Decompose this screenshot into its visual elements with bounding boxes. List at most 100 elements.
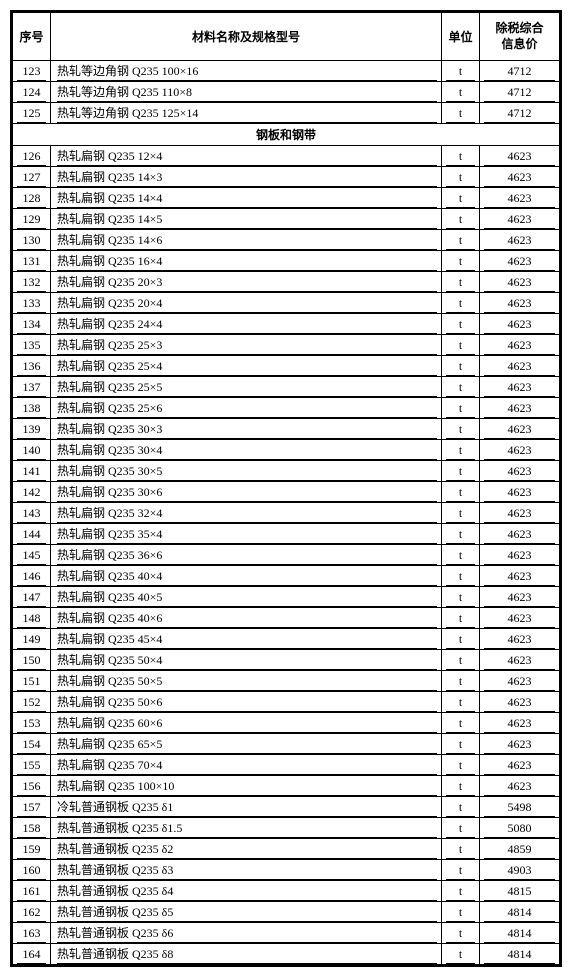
table-row: 158热轧普通钢板 Q235 δ1.5t5080 [13, 818, 560, 839]
cell-unit: t [442, 272, 480, 293]
cell-price: 4623 [480, 713, 560, 734]
cell-name: 热轧扁钢 Q235 16×4 [51, 251, 442, 272]
section-header-cell: 钢板和钢带 [13, 124, 560, 146]
table-row: 147热轧扁钢 Q235 40×5t4623 [13, 587, 560, 608]
header-price-line1: 除税综合 信息价 [495, 21, 543, 51]
cell-price: 4623 [480, 461, 560, 482]
table-row: 140热轧扁钢 Q235 30×4t4623 [13, 440, 560, 461]
cell-price: 4623 [480, 314, 560, 335]
table-row: 142热轧扁钢 Q235 30×6t4623 [13, 482, 560, 503]
table-row: 132热轧扁钢 Q235 20×3t4623 [13, 272, 560, 293]
cell-unit: t [442, 587, 480, 608]
cell-name: 热轧扁钢 Q235 40×5 [51, 587, 442, 608]
cell-seq: 152 [13, 692, 51, 713]
cell-unit: t [442, 61, 480, 82]
table-row: 124热轧等边角钢 Q235 110×8t4712 [13, 82, 560, 103]
cell-price: 4623 [480, 167, 560, 188]
header-price: 除税综合 信息价 [480, 13, 560, 61]
header-unit: 单位 [442, 13, 480, 61]
cell-unit: t [442, 734, 480, 755]
cell-price: 4623 [480, 398, 560, 419]
cell-unit: t [442, 545, 480, 566]
cell-price: 4623 [480, 629, 560, 650]
cell-price: 4623 [480, 293, 560, 314]
table-row: 164热轧普通钢板 Q235 δ8t4814 [13, 944, 560, 965]
table-row: 161热轧普通钢板 Q235 δ4t4815 [13, 881, 560, 902]
cell-seq: 131 [13, 251, 51, 272]
cell-unit: t [442, 671, 480, 692]
cell-unit: t [442, 419, 480, 440]
cell-seq: 155 [13, 755, 51, 776]
cell-unit: t [442, 923, 480, 944]
cell-seq: 139 [13, 419, 51, 440]
table-row: 128热轧扁钢 Q235 14×4t4623 [13, 188, 560, 209]
cell-seq: 126 [13, 146, 51, 167]
cell-price: 4623 [480, 419, 560, 440]
cell-seq: 150 [13, 650, 51, 671]
cell-seq: 151 [13, 671, 51, 692]
cell-price: 4623 [480, 272, 560, 293]
cell-unit: t [442, 902, 480, 923]
cell-seq: 141 [13, 461, 51, 482]
cell-name: 热轧普通钢板 Q235 δ5 [51, 902, 442, 923]
cell-seq: 161 [13, 881, 51, 902]
table-row: 163热轧普通钢板 Q235 δ6t4814 [13, 923, 560, 944]
cell-price: 5080 [480, 818, 560, 839]
cell-name: 热轧扁钢 Q235 50×6 [51, 692, 442, 713]
cell-seq: 158 [13, 818, 51, 839]
cell-price: 4623 [480, 587, 560, 608]
cell-price: 4623 [480, 671, 560, 692]
cell-seq: 123 [13, 61, 51, 82]
cell-unit: t [442, 818, 480, 839]
cell-name: 热轧等边角钢 Q235 110×8 [51, 82, 442, 103]
table-row: 141热轧扁钢 Q235 30×5t4623 [13, 461, 560, 482]
cell-name: 热轧扁钢 Q235 25×5 [51, 377, 442, 398]
table-body-after: 126热轧扁钢 Q235 12×4t4623127热轧扁钢 Q235 14×3t… [13, 146, 560, 965]
cell-seq: 145 [13, 545, 51, 566]
table-row: 135热轧扁钢 Q235 25×3t4623 [13, 335, 560, 356]
cell-name: 热轧扁钢 Q235 50×4 [51, 650, 442, 671]
cell-name: 热轧扁钢 Q235 35×4 [51, 524, 442, 545]
cell-seq: 129 [13, 209, 51, 230]
cell-price: 4623 [480, 734, 560, 755]
cell-price: 4623 [480, 503, 560, 524]
table-row: 136热轧扁钢 Q235 25×4t4623 [13, 356, 560, 377]
cell-name: 热轧扁钢 Q235 14×3 [51, 167, 442, 188]
cell-unit: t [442, 188, 480, 209]
cell-seq: 160 [13, 860, 51, 881]
cell-unit: t [442, 503, 480, 524]
cell-name: 热轧扁钢 Q235 50×5 [51, 671, 442, 692]
cell-price: 4623 [480, 356, 560, 377]
cell-unit: t [442, 398, 480, 419]
table-row: 160热轧普通钢板 Q235 δ3t4903 [13, 860, 560, 881]
cell-price: 4712 [480, 61, 560, 82]
table-row: 137热轧扁钢 Q235 25×5t4623 [13, 377, 560, 398]
cell-seq: 132 [13, 272, 51, 293]
cell-name: 热轧扁钢 Q235 32×4 [51, 503, 442, 524]
cell-unit: t [442, 356, 480, 377]
cell-seq: 154 [13, 734, 51, 755]
table-row: 153热轧扁钢 Q235 60×6t4623 [13, 713, 560, 734]
cell-name: 热轧扁钢 Q235 70×4 [51, 755, 442, 776]
cell-seq: 157 [13, 797, 51, 818]
cell-price: 4859 [480, 839, 560, 860]
cell-seq: 148 [13, 608, 51, 629]
cell-seq: 138 [13, 398, 51, 419]
cell-seq: 140 [13, 440, 51, 461]
cell-unit: t [442, 566, 480, 587]
cell-name: 热轧扁钢 Q235 65×5 [51, 734, 442, 755]
cell-seq: 128 [13, 188, 51, 209]
table-row: 159热轧普通钢板 Q235 δ2t4859 [13, 839, 560, 860]
cell-price: 4623 [480, 209, 560, 230]
cell-price: 4623 [480, 776, 560, 797]
cell-name: 热轧等边角钢 Q235 125×14 [51, 103, 442, 124]
cell-price: 4712 [480, 103, 560, 124]
cell-name: 热轧扁钢 Q235 25×4 [51, 356, 442, 377]
cell-seq: 125 [13, 103, 51, 124]
cell-name: 热轧普通钢板 Q235 δ8 [51, 944, 442, 965]
cell-seq: 136 [13, 356, 51, 377]
cell-unit: t [442, 692, 480, 713]
cell-seq: 135 [13, 335, 51, 356]
table-row: 143热轧扁钢 Q235 32×4t4623 [13, 503, 560, 524]
table-row: 151热轧扁钢 Q235 50×5t4623 [13, 671, 560, 692]
